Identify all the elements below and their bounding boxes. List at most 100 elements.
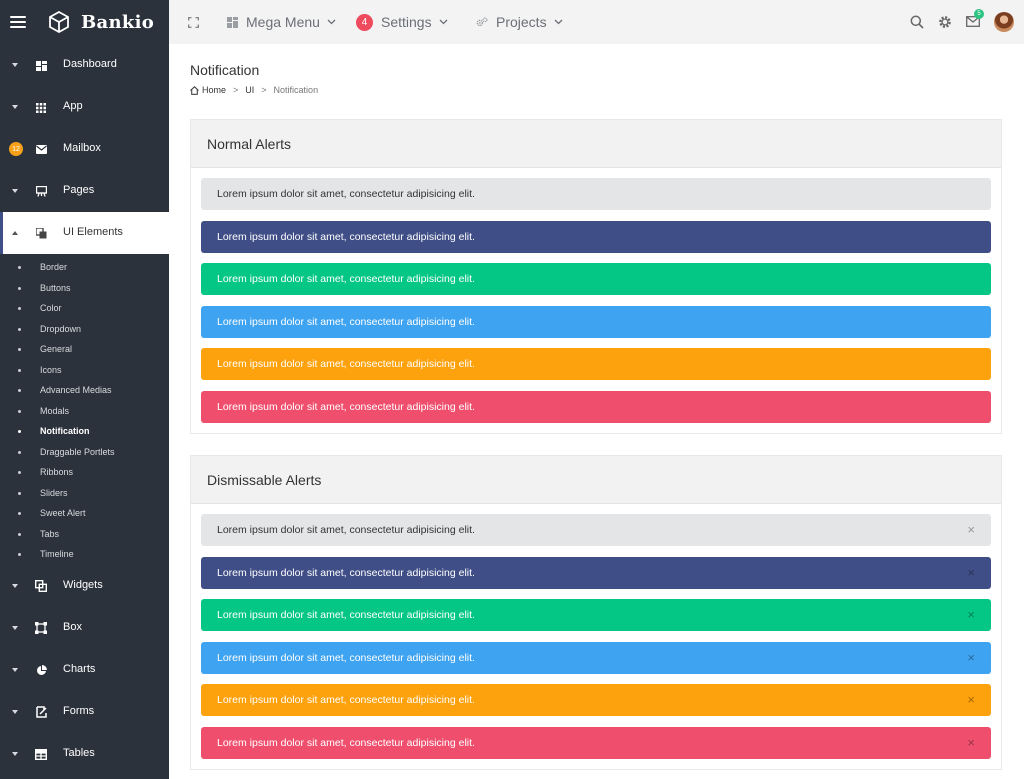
brand-name[interactable]: Bankio (81, 11, 155, 33)
sidebar-item-charts[interactable]: Charts (0, 649, 169, 691)
breadcrumb-home-link[interactable]: Home (202, 85, 227, 95)
sidebar-item-forms[interactable]: Forms (0, 691, 169, 733)
sidebar-subitem[interactable]: Notification (0, 421, 169, 442)
sidebar-item-dashboard[interactable]: Dashboard (0, 44, 169, 86)
sidebar-subitem[interactable]: Ribbons (0, 462, 169, 483)
bullet-dot-icon (18, 471, 21, 474)
sidebar-item-box[interactable]: Box (0, 607, 169, 649)
user-avatar[interactable] (994, 12, 1014, 32)
close-icon[interactable]: × (967, 649, 975, 665)
close-icon[interactable]: × (967, 692, 975, 707)
alert-text: Lorem ipsum dolor sit amet, consectetur … (217, 736, 475, 749)
sidebar-subitem[interactable]: Modals (0, 401, 169, 422)
sidebar-item-app[interactable]: App (0, 86, 169, 128)
close-icon[interactable]: × (967, 607, 975, 622)
sidebar-subitem[interactable]: General (0, 339, 169, 360)
bullet-dot-icon (18, 368, 21, 372)
bullet-dot-icon (18, 389, 21, 392)
bullet-dot-icon (18, 307, 21, 310)
mega-menu-icon (226, 16, 238, 28)
bullet-dot-icon (18, 266, 21, 269)
projects-label: Projects (496, 14, 547, 30)
widgets-icon (34, 580, 48, 593)
alert-text: Lorem ipsum dolor sit amet, consectetur … (217, 609, 475, 621)
sidebar-subitem[interactable]: Advanced Medias (0, 380, 169, 401)
search-icon[interactable] (909, 14, 924, 29)
page-title: Notification (190, 62, 260, 78)
normal-alerts-card: Normal Alerts Lorem ipsum dolor sit amet… (190, 119, 1002, 434)
caret-down-icon (12, 105, 18, 109)
close-icon[interactable]: × (967, 564, 975, 580)
sidebar-subitem-label: Timeline (40, 549, 74, 559)
dismissable-alerts-list: Lorem ipsum dolor sit amet, consectetur … (191, 504, 1001, 759)
sidebar-subitem[interactable]: Sweet Alert (0, 503, 169, 524)
card-title: Dismissable Alerts (191, 456, 1001, 504)
alert-text: Lorem ipsum dolor sit amet, consectetur … (217, 315, 475, 328)
notification-mail-icon[interactable]: 5 (965, 9, 984, 29)
sidebar-subitem[interactable]: Timeline (0, 544, 169, 565)
caret-down-icon (12, 625, 18, 630)
sidebar-subitem[interactable]: Buttons (0, 278, 169, 299)
sidebar-subitem[interactable]: Color (0, 298, 169, 319)
brand-bar: Bankio (0, 0, 169, 44)
alert-text: Lorem ipsum dolor sit amet, consectetur … (217, 524, 475, 536)
sidebar-item-ui-elements[interactable]: UI Elements (0, 212, 169, 254)
settings-menu-button[interactable]: 4 Settings (356, 0, 449, 44)
sidebar-item-mailbox[interactable]: 12 Mailbox (0, 128, 169, 170)
sidebar-item-tables[interactable]: Tables (0, 733, 169, 775)
hamburger-menu-icon[interactable] (10, 16, 26, 28)
projects-menu-button[interactable]: Projects (476, 0, 564, 44)
sidebar-subitem[interactable]: Draggable Portlets (0, 442, 169, 463)
sidebar-item-label: Tables (63, 746, 95, 759)
bullet-dot-icon (18, 409, 21, 413)
sidebar-subitem[interactable]: Icons (0, 360, 169, 381)
bullet-dot-icon (18, 532, 21, 536)
settings-count-badge: 4 (356, 13, 373, 31)
sidebar-subitem-label: Color (40, 303, 62, 313)
breadcrumb-ui-link[interactable]: UI (245, 85, 255, 95)
sidebar-subitem-label: Ribbons (40, 467, 74, 477)
sidebar-item-label: Widgets (63, 578, 103, 591)
top-navbar: Mega Menu 4 Settings Projects 5 (169, 0, 1024, 44)
sidebar-subitem-label: Sliders (40, 487, 68, 498)
caret-up-icon (12, 231, 18, 235)
alert-4: Lorem ipsum dolor sit amet, consectetur … (201, 348, 991, 380)
mega-menu-button[interactable]: Mega Menu (226, 0, 337, 44)
alert-text: Lorem ipsum dolor sit amet, consectetur … (217, 188, 475, 200)
breadcrumb-separator: > (233, 85, 239, 95)
box-icon (34, 622, 48, 635)
bullet-dot-icon (18, 430, 21, 433)
sidebar-subitem[interactable]: Sliders (0, 483, 169, 504)
sidebar-subitem-label: Advanced Medias (40, 385, 112, 395)
alert-3: Lorem ipsum dolor sit amet, consectetur … (201, 305, 991, 338)
gear-icon[interactable] (937, 14, 952, 29)
sidebar-item-widgets[interactable]: Widgets (0, 565, 169, 607)
alert-5: Lorem ipsum dolor sit amet, consectetur … (201, 390, 991, 423)
cogs-icon (476, 16, 488, 28)
fullscreen-icon[interactable] (188, 16, 200, 28)
copy-icon (34, 227, 48, 240)
settings-label: Settings (381, 14, 432, 30)
sidebar-item-label: Dashboard (63, 58, 117, 70)
alert-text: Lorem ipsum dolor sit amet, consectetur … (217, 566, 475, 579)
close-icon[interactable]: × (967, 734, 975, 750)
caret-down-icon (12, 583, 18, 588)
caret-down-icon (12, 751, 18, 756)
alert-3: Lorem ipsum dolor sit amet, consectetur … (201, 641, 991, 674)
card-title: Normal Alerts (191, 120, 1001, 168)
chevron-down-icon (439, 17, 449, 27)
sidebar-subitem[interactable]: Dropdown (0, 319, 169, 340)
sidebar-item-pages[interactable]: Pages (0, 170, 169, 212)
ui-elements-submenu: Border Buttons Color Dropdown General Icons Ad… (0, 254, 169, 565)
alert-text: Lorem ipsum dolor sit amet, consectetur … (217, 358, 475, 370)
bullet-dot-icon (18, 348, 21, 351)
sidebar-subitem[interactable]: Tabs (0, 524, 169, 545)
mailbox-count-badge: 12 (9, 142, 23, 156)
sidebar-subitem-label: Sweet Alert (40, 508, 86, 518)
sidebar-item-label: Mailbox (63, 142, 101, 154)
bullet-dot-icon (18, 286, 21, 290)
sidebar-item-label: App (63, 100, 83, 112)
mail-icon (34, 143, 48, 156)
close-icon[interactable]: × (967, 522, 975, 537)
sidebar-subitem[interactable]: Border (0, 257, 169, 278)
